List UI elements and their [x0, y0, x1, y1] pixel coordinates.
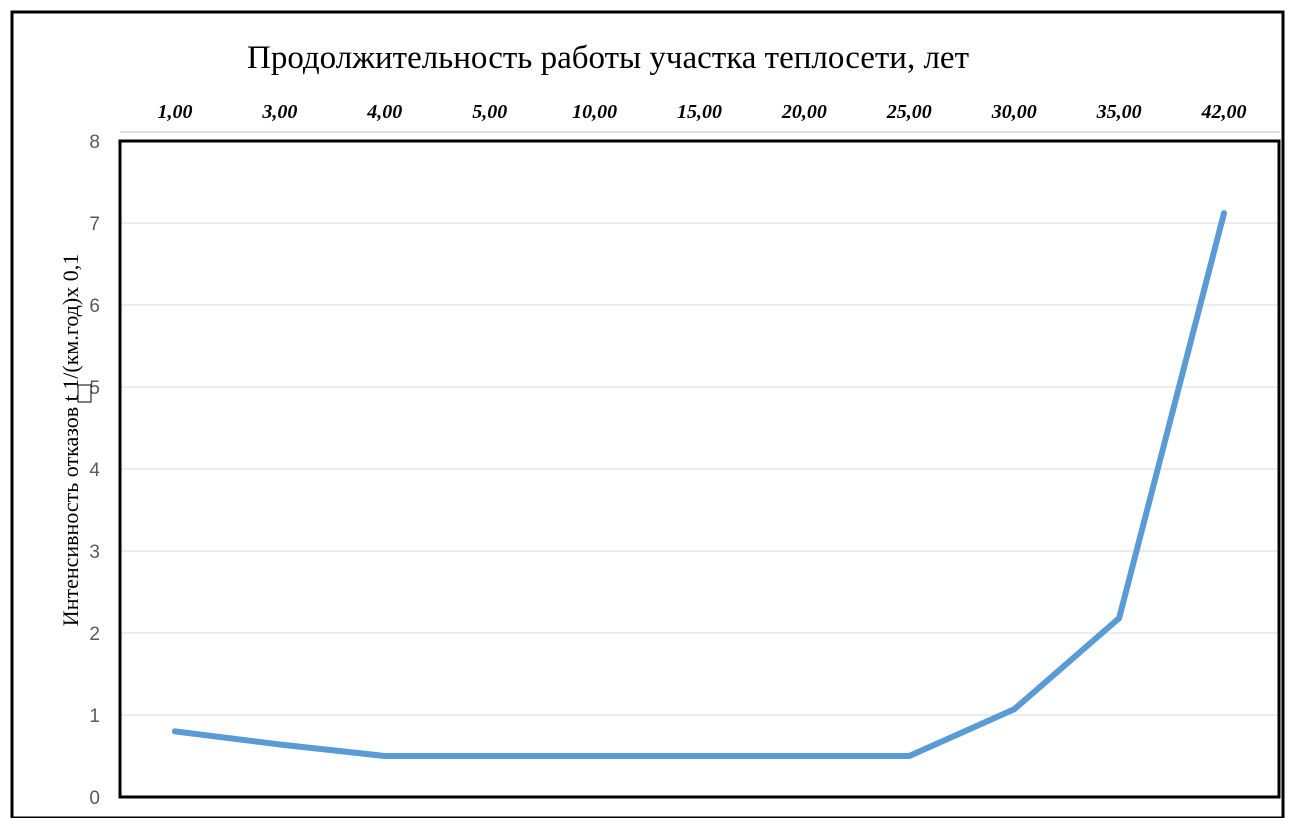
y-tick-label: 8 [89, 132, 100, 153]
data-point [801, 753, 808, 759]
series-layer [172, 210, 1227, 759]
y-tick-label: 5 [89, 378, 100, 399]
y-tick-label: 4 [89, 460, 100, 481]
y-tick-label: 2 [89, 624, 100, 645]
y-tick-label: 3 [89, 542, 100, 563]
x-tick-label: 42,00 [1201, 101, 1247, 123]
x-tick-label: 35,00 [1096, 101, 1142, 123]
x-tick-label: 1,00 [158, 101, 193, 123]
gridlines [120, 222, 1279, 716]
chart-title: Продолжительность работы участка теплосе… [247, 40, 969, 76]
data-point [276, 741, 283, 748]
data-point [1221, 210, 1227, 217]
outer-border [10, 10, 1285, 818]
x-tick-label: 30,00 [991, 101, 1037, 123]
x-tick-label: 3,00 [261, 101, 297, 123]
data-point [1011, 706, 1018, 713]
data-point [172, 728, 178, 735]
series-line-0 [172, 210, 1227, 759]
x-tick-label: 20,00 [781, 101, 827, 123]
data-point [381, 753, 388, 759]
x-tick-label: 15,00 [677, 101, 722, 123]
x-tick-label: 4,00 [366, 101, 402, 123]
data-point [591, 753, 598, 759]
x-tick-labels: 1,00 3,00 4,00 5,00 10,00 15,00 20,00 25,00 30,0… [158, 101, 1247, 123]
x-tick-label: 25,00 [886, 101, 932, 123]
placeholder-glyph-box [77, 384, 92, 403]
x-tick-label: 10,00 [572, 101, 617, 123]
y-tick-label: 0 [89, 788, 100, 809]
y-tick-labels: 0 1 2 3 4 5 6 7 8 [89, 132, 100, 809]
data-point [1116, 615, 1123, 622]
plot-area-border [118, 139, 1281, 799]
y-axis-label: Интенсивность отказов t 1/(км.год)х 0,1 [58, 254, 83, 626]
y-tick-label: 1 [89, 706, 100, 727]
y-tick-label: 7 [89, 214, 100, 235]
data-point [486, 753, 493, 759]
x-tick-label: 5,00 [472, 101, 507, 123]
y-tick-label: 6 [89, 296, 100, 317]
data-point [906, 753, 913, 759]
data-point [696, 753, 703, 759]
